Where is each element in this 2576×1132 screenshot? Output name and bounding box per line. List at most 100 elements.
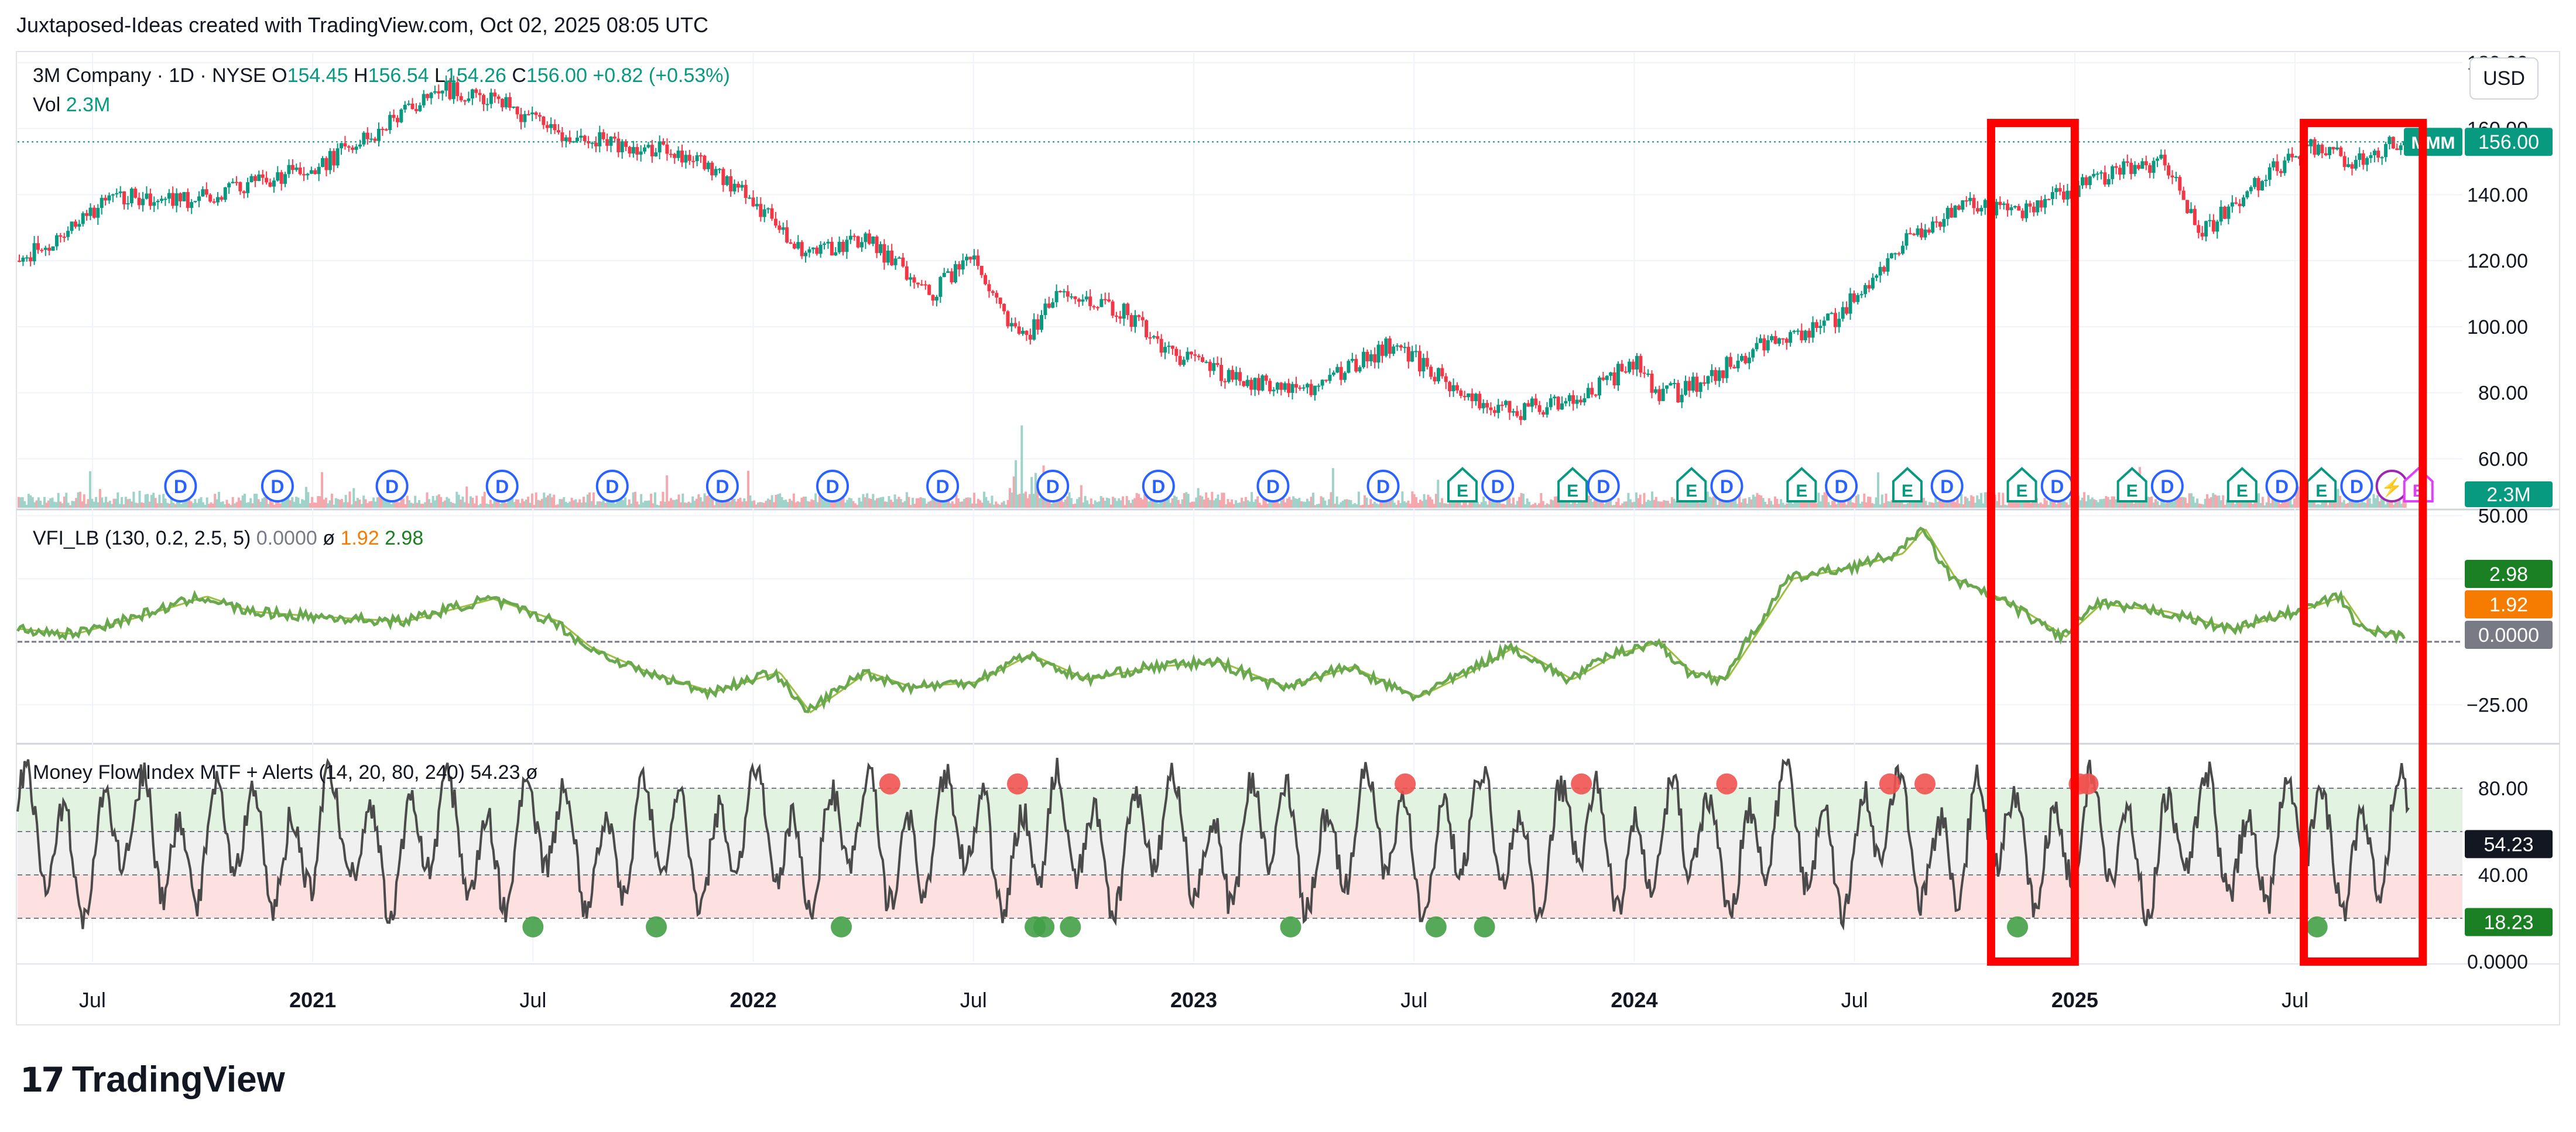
event-marker[interactable]: E	[1786, 467, 1817, 502]
volume-bar	[2315, 504, 2318, 508]
candle-body	[1077, 299, 1081, 302]
event-marker[interactable]: D	[1710, 470, 1743, 502]
event-marker[interactable]: D	[2265, 470, 2298, 502]
volume-bar	[1258, 502, 1261, 508]
event-marker[interactable]: ⚡	[2375, 470, 2409, 502]
dividend-icon[interactable]	[1366, 470, 1400, 502]
event-marker[interactable]: E	[1447, 467, 1478, 502]
event-marker[interactable]: D	[1825, 470, 1858, 502]
event-marker[interactable]: D	[261, 470, 294, 502]
dividend-icon[interactable]	[485, 470, 519, 502]
dividend-icon[interactable]	[1930, 470, 1964, 502]
volume-bar	[1724, 498, 1727, 508]
volume-bar	[521, 498, 524, 508]
event-marker[interactable]: E	[1892, 467, 1923, 502]
candle-body	[2189, 208, 2193, 213]
volume-bar	[503, 498, 506, 508]
event-marker[interactable]: D	[595, 470, 629, 502]
event-marker[interactable]: E	[2226, 467, 2258, 502]
event-marker[interactable]: D	[485, 470, 519, 502]
event-marker[interactable]: D	[375, 470, 409, 502]
dividend-icon[interactable]	[2150, 470, 2184, 502]
dividend-icon[interactable]	[595, 470, 629, 502]
candle-body	[2245, 191, 2249, 198]
candle-body	[1511, 411, 1515, 413]
candle-body	[1807, 330, 1811, 338]
volume-bar	[1411, 491, 1414, 508]
candle-body	[523, 114, 527, 122]
dividend-icon[interactable]	[1710, 470, 1743, 502]
earnings-icon[interactable]	[2226, 467, 2258, 502]
event-marker[interactable]: D	[816, 470, 849, 502]
volume-bar	[1270, 497, 1273, 508]
event-marker[interactable]: E	[2306, 467, 2337, 502]
dividend-icon[interactable]	[2265, 470, 2298, 502]
currency-button[interactable]: USD	[2469, 57, 2539, 100]
candle-body	[2267, 167, 2272, 180]
earnings-icon[interactable]	[1447, 467, 1478, 502]
event-marker[interactable]: D	[164, 470, 197, 502]
attribution: Juxtaposed-Ideas created with TradingVie…	[16, 13, 708, 37]
candle-body	[1260, 375, 1265, 391]
dividend-icon[interactable]	[1587, 470, 1620, 502]
volume-bar	[483, 491, 486, 508]
candle-body	[1095, 307, 1099, 309]
candle-body	[2111, 166, 2115, 179]
dividend-icon[interactable]	[705, 470, 739, 502]
event-marker[interactable]: D	[2040, 470, 2074, 502]
earnings-icon[interactable]	[1676, 467, 1707, 502]
volume-bar	[705, 495, 708, 508]
volume-bar	[479, 504, 482, 508]
event-marker[interactable]: D	[2150, 470, 2184, 502]
dividend-icon[interactable]	[375, 470, 409, 502]
event-marker[interactable]: D	[1142, 470, 1175, 502]
volume-bar	[2194, 502, 2197, 508]
volume-bar	[356, 498, 359, 508]
earnings-icon[interactable]	[1557, 467, 1588, 502]
earnings-icon[interactable]	[1786, 467, 1817, 502]
dividend-icon[interactable]	[926, 470, 960, 502]
dividend-icon[interactable]	[1825, 470, 1858, 502]
volume-bar	[172, 502, 175, 508]
event-marker[interactable]: D	[705, 470, 739, 502]
event-marker[interactable]: D	[2340, 470, 2373, 502]
candle-body	[2054, 188, 2058, 193]
dividend-icon[interactable]	[1036, 470, 1070, 502]
event-marker[interactable]: E	[2116, 467, 2147, 502]
event-marker[interactable]: D	[1036, 470, 1070, 502]
tradingview-logo[interactable]: 17 TradingView	[20, 1059, 285, 1100]
event-marker[interactable]: D	[1587, 470, 1620, 502]
volume-bar	[1328, 499, 1331, 508]
event-marker[interactable]: E	[2006, 467, 2037, 502]
volume-bar	[634, 491, 637, 508]
event-marker[interactable]: D	[926, 470, 960, 502]
volume-bar	[350, 504, 353, 508]
event-marker[interactable]: E	[2403, 467, 2434, 502]
volume-bar	[237, 497, 240, 508]
dividend-icon[interactable]	[2340, 470, 2373, 502]
volume-bar	[549, 494, 551, 508]
dividend-icon[interactable]	[261, 470, 294, 502]
event-marker[interactable]: D	[1256, 470, 1290, 502]
mfi-overbought-alert	[879, 773, 900, 795]
dividend-icon[interactable]	[816, 470, 849, 502]
volume-bar	[1344, 499, 1347, 508]
event-marker[interactable]: D	[1481, 470, 1515, 502]
candle-body	[583, 135, 587, 142]
event-marker[interactable]: E	[1557, 467, 1588, 502]
dividend-icon[interactable]	[1256, 470, 1290, 502]
event-marker[interactable]: D	[1930, 470, 1964, 502]
volume-bar	[190, 501, 193, 508]
volume-bar	[198, 498, 201, 508]
volume-bar	[241, 495, 244, 508]
earnings-icon[interactable]	[2116, 467, 2147, 502]
earnings-icon[interactable]	[2006, 467, 2037, 502]
dividend-icon[interactable]	[1481, 470, 1515, 502]
event-marker[interactable]: D	[1366, 470, 1400, 502]
volume-bar	[2063, 501, 2066, 508]
dividend-icon[interactable]	[1142, 470, 1175, 502]
dividend-icon[interactable]	[164, 470, 197, 502]
earnings-icon[interactable]	[1892, 467, 1923, 502]
event-marker[interactable]: E	[1676, 467, 1707, 502]
